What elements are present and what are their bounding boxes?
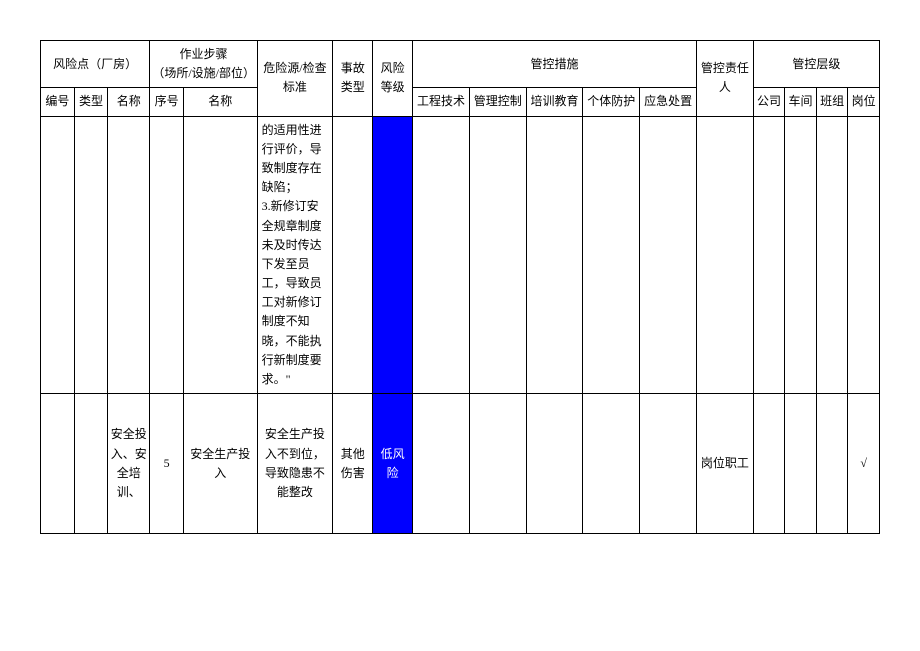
header-company: 公司: [753, 88, 785, 116]
cell-step-name: 安全生产投入: [183, 394, 257, 534]
header-accident-type: 事故类型: [333, 41, 373, 117]
cell-empty: [848, 116, 880, 394]
cell-empty: [640, 116, 697, 394]
cell-empty: [640, 394, 697, 534]
header-team: 班组: [816, 88, 848, 116]
cell-hazard: 安全生产投入不到位，导致隐患不能整改: [257, 394, 333, 534]
cell-empty: [816, 116, 848, 394]
header-name: 名称: [108, 88, 150, 116]
cell-empty: [333, 116, 373, 394]
cell-empty: [413, 116, 470, 394]
cell-empty: [583, 394, 640, 534]
header-hazard-check: 危险源/检查标准: [257, 41, 333, 117]
header-mgmt-control: 管理控制: [469, 88, 526, 116]
cell-empty: [413, 394, 470, 534]
table-row: 安全投入、安全培训、 5 安全生产投入 安全生产投入不到位，导致隐患不能整改 其…: [41, 394, 880, 534]
cell-risk-level: 低风险: [373, 394, 413, 534]
header-type: 类型: [74, 88, 108, 116]
cell-empty: [108, 116, 150, 394]
cell-empty: [469, 394, 526, 534]
cell-empty: [753, 394, 785, 534]
cell-risk-level: [373, 116, 413, 394]
header-control-measures: 管控措施: [413, 41, 697, 88]
cell-hazard: 的适用性进行评价，导致制度存在缺陷； 3.新修订安全规章制度未及时传达下发至员工…: [257, 116, 333, 394]
cell-empty: [74, 116, 108, 394]
cell-empty: [41, 394, 75, 534]
cell-empty: [150, 116, 184, 394]
header-seq: 序号: [150, 88, 184, 116]
cell-accident-type: 其他伤害: [333, 394, 373, 534]
cell-post-check: √: [848, 394, 880, 534]
header-number: 编号: [41, 88, 75, 116]
header-risk-level: 风险等级: [373, 41, 413, 117]
cell-empty: [41, 116, 75, 394]
cell-seq: 5: [150, 394, 184, 534]
header-control-level: 管控层级: [753, 41, 879, 88]
cell-empty: [469, 116, 526, 394]
header-train-edu: 培训教育: [526, 88, 583, 116]
header-risk-point: 风险点（厂房）: [41, 41, 150, 88]
cell-empty: [526, 116, 583, 394]
cell-responsible: 岗位职工: [697, 394, 754, 534]
cell-name: 安全投入、安全培训、: [108, 394, 150, 534]
header-control-responsible: 管控责任人: [697, 41, 754, 117]
header-workshop: 车间: [785, 88, 817, 116]
cell-empty: [583, 116, 640, 394]
risk-control-table: 风险点（厂房） 作业步骤 （场所/设施/部位） 危险源/检查标准 事故类型 风险…: [40, 40, 880, 534]
cell-empty: [816, 394, 848, 534]
cell-empty: [74, 394, 108, 534]
header-step-name: 名称: [183, 88, 257, 116]
table-row: 的适用性进行评价，导致制度存在缺陷； 3.新修订安全规章制度未及时传达下发至员工…: [41, 116, 880, 394]
cell-empty: [785, 394, 817, 534]
cell-empty: [785, 116, 817, 394]
header-emergency: 应急处置: [640, 88, 697, 116]
cell-empty: [183, 116, 257, 394]
header-post: 岗位: [848, 88, 880, 116]
header-work-step: 作业步骤 （场所/设施/部位）: [150, 41, 257, 88]
cell-empty: [526, 394, 583, 534]
cell-empty: [697, 116, 754, 394]
header-eng-tech: 工程技术: [413, 88, 470, 116]
cell-empty: [753, 116, 785, 394]
header-personal-protect: 个体防护: [583, 88, 640, 116]
